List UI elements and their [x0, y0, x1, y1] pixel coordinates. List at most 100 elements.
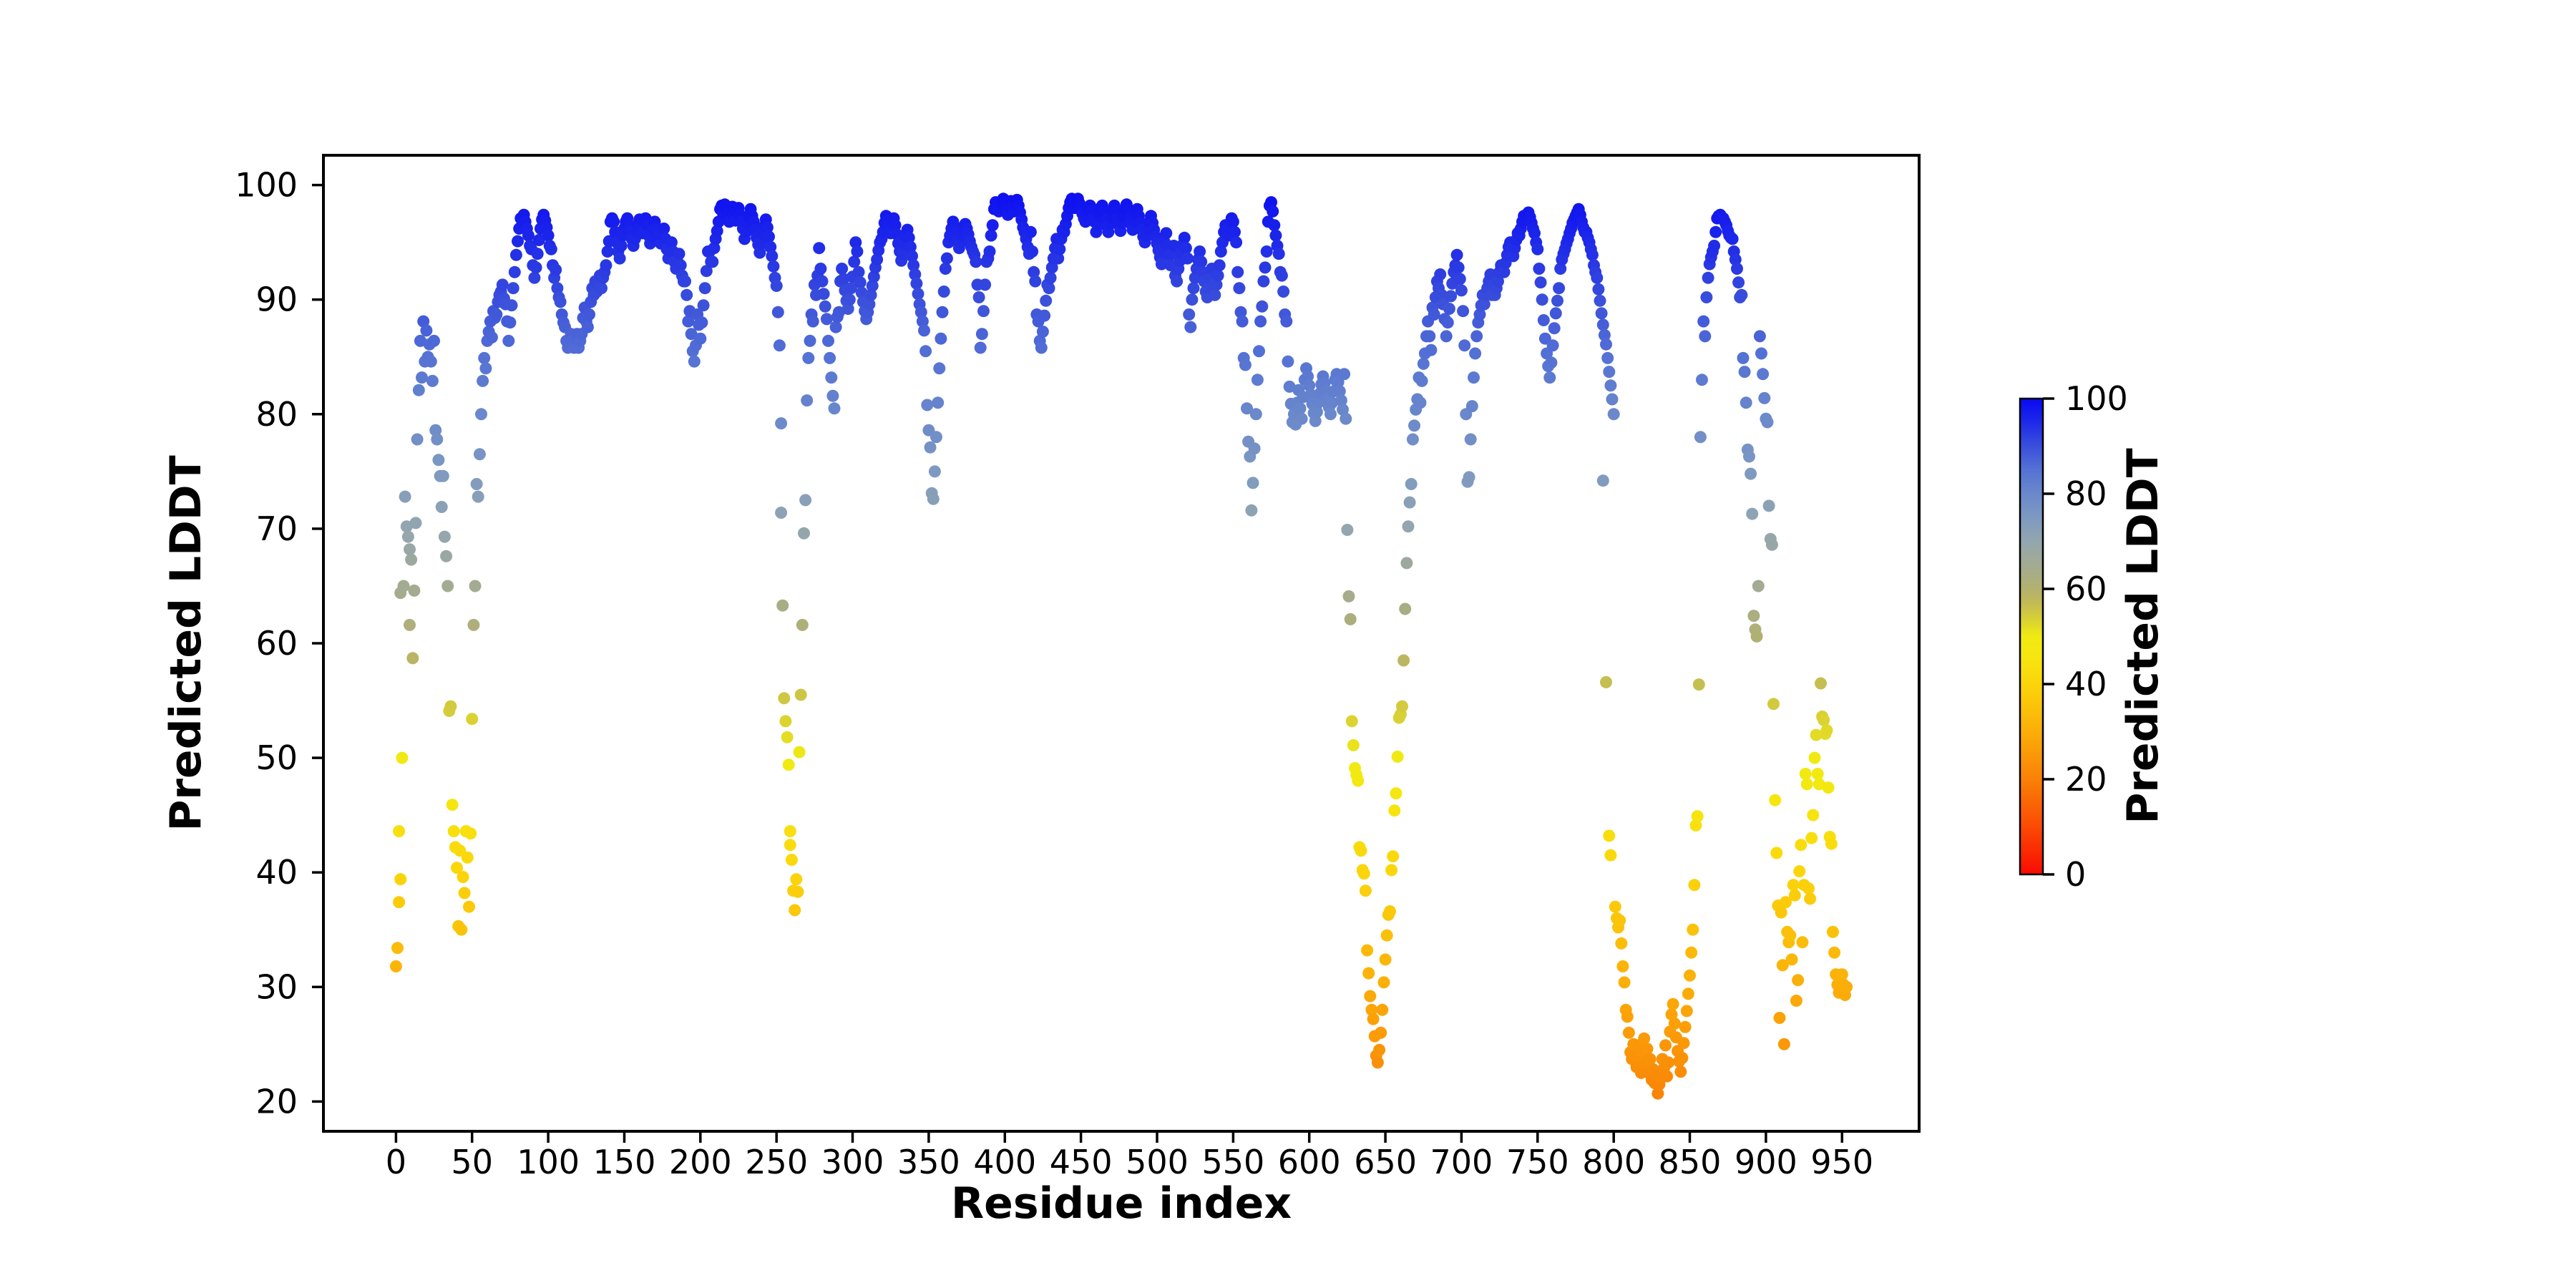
data-point [1813, 778, 1825, 791]
data-point [1777, 1038, 1790, 1050]
data-point [1604, 849, 1617, 862]
data-point [1402, 520, 1415, 533]
data-point [1682, 987, 1694, 1000]
data-point [478, 351, 491, 364]
y-tick-label: 80 [255, 395, 298, 434]
data-point [531, 248, 544, 260]
data-point [793, 746, 806, 758]
x-tick-label: 50 [451, 1143, 493, 1181]
data-point [414, 334, 426, 347]
data-point [1280, 315, 1293, 328]
x-tick-label: 450 [1050, 1143, 1113, 1181]
data-point [776, 599, 789, 612]
data-point [930, 431, 942, 444]
data-point [1498, 265, 1511, 278]
data-point [1040, 294, 1053, 307]
data-point [1310, 406, 1323, 419]
data-point [1226, 215, 1239, 228]
data-point [863, 298, 876, 311]
data-point [1463, 471, 1475, 484]
y-tick-label: 40 [255, 853, 298, 892]
data-point [1408, 419, 1420, 432]
data-point [1537, 314, 1550, 326]
data-point [682, 315, 695, 328]
data-point [1676, 1052, 1689, 1064]
data-point [1440, 330, 1453, 343]
data-point [1470, 330, 1483, 343]
data-point [829, 321, 842, 333]
data-point [1400, 557, 1413, 570]
data-point [871, 253, 884, 266]
data-point [432, 454, 445, 467]
data-point [1443, 303, 1455, 315]
data-point [1689, 819, 1702, 831]
x-tick-label: 400 [973, 1143, 1036, 1181]
data-point [1396, 700, 1408, 713]
y-tick-label: 30 [255, 967, 298, 1006]
data-point [424, 355, 437, 368]
data-point [1790, 995, 1802, 1007]
data-point [1788, 889, 1801, 902]
data-point [551, 282, 564, 295]
data-point [1708, 240, 1721, 252]
data-point [1344, 613, 1357, 625]
data-point [1423, 330, 1436, 343]
data-point [1458, 339, 1471, 352]
data-point [447, 825, 460, 838]
data-point [1465, 400, 1478, 413]
data-point [1468, 371, 1480, 384]
data-point [1603, 366, 1616, 379]
data-point [801, 394, 814, 407]
data-point [1758, 391, 1771, 404]
data-point [1052, 252, 1065, 265]
data-point [581, 321, 594, 333]
data-point [1615, 937, 1628, 950]
data-point [854, 276, 867, 289]
data-point [1380, 929, 1393, 942]
data-point [391, 942, 404, 955]
data-point [446, 799, 459, 811]
data-point [1800, 778, 1813, 791]
data-point [608, 215, 620, 228]
data-point [1622, 1026, 1635, 1039]
data-point [1815, 677, 1827, 690]
data-point [983, 245, 996, 258]
data-point [836, 263, 849, 275]
data-point [813, 242, 826, 255]
data-point [1335, 394, 1347, 407]
data-point [1415, 374, 1428, 387]
data-point [763, 230, 775, 243]
data-point [1665, 1008, 1678, 1021]
data-point [1231, 265, 1244, 278]
data-point [1765, 538, 1778, 551]
data-point [843, 293, 856, 306]
scatter-points [389, 192, 1853, 1100]
data-point [1249, 408, 1262, 421]
data-point [1457, 305, 1470, 318]
data-point [464, 827, 477, 840]
data-point [477, 374, 489, 387]
data-point [1551, 294, 1563, 307]
data-point [1743, 450, 1755, 463]
data-point [1187, 282, 1200, 295]
data-point [700, 265, 713, 278]
data-point [1773, 1012, 1786, 1024]
data-point [1326, 396, 1339, 409]
data-point [1184, 321, 1197, 333]
data-point [1294, 402, 1307, 415]
data-point [1259, 261, 1272, 274]
data-point [1755, 347, 1767, 360]
data-point [394, 873, 407, 886]
data-point [1808, 751, 1821, 764]
data-point [1747, 610, 1760, 623]
data-point [1209, 288, 1221, 301]
data-point [1342, 590, 1355, 602]
data-point [781, 731, 794, 743]
data-point [479, 362, 492, 375]
data-point [848, 255, 861, 268]
data-point [496, 278, 509, 291]
data-point [1679, 1020, 1692, 1033]
data-point [794, 688, 807, 701]
data-point [1746, 507, 1759, 520]
data-point [1367, 1013, 1380, 1025]
